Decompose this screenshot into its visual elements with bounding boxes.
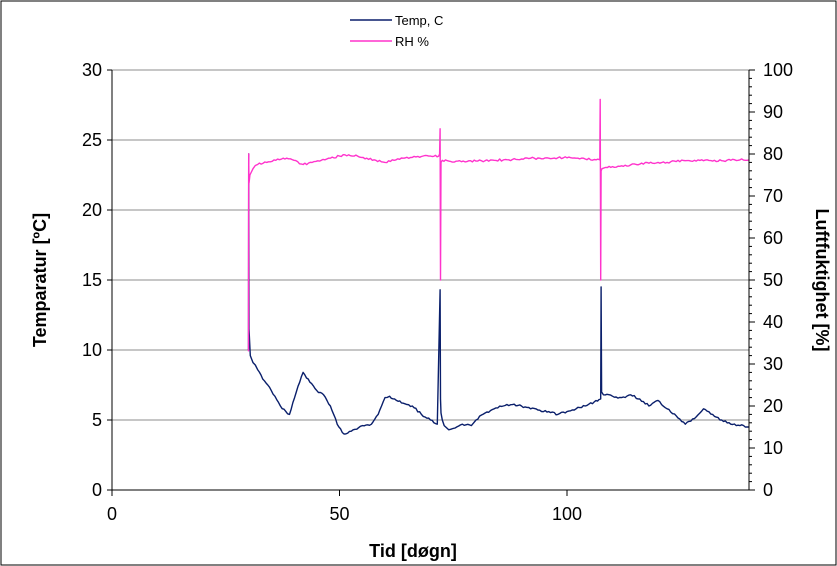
y-axis-right-title: Luftfuktighet [%] xyxy=(812,209,832,352)
x-axis-ticks: 0 50 100 xyxy=(107,490,582,524)
legend-label-rh: RH % xyxy=(395,34,429,49)
y-tick-label-4: 20 xyxy=(82,200,102,220)
legend: Temp, C RH % xyxy=(345,5,475,50)
series-line-1 xyxy=(247,98,750,352)
y2-tick-label-9: 90 xyxy=(763,102,783,122)
y2-tick-label-2: 20 xyxy=(763,396,783,416)
series-layer xyxy=(247,98,750,435)
y-tick-label-1: 5 xyxy=(92,410,102,430)
y-axis-right-ticks: 0 10 20 30 40 50 60 70 80 90 100 xyxy=(749,60,793,500)
y-tick-label-5: 25 xyxy=(82,130,102,150)
y-tick-label-0: 0 xyxy=(92,480,102,500)
y2-tick-label-10: 100 xyxy=(763,60,793,80)
y2-tick-label-6: 60 xyxy=(763,228,783,248)
gridlines xyxy=(112,69,749,421)
x-tick-label-0: 0 xyxy=(107,504,117,524)
x-tick-label-1: 50 xyxy=(329,504,349,524)
y2-tick-label-7: 70 xyxy=(763,186,783,206)
series-line-0 xyxy=(247,153,749,435)
y2-tick-label-3: 30 xyxy=(763,354,783,374)
y2-tick-label-8: 80 xyxy=(763,144,783,164)
x-axis-title: Tid [døgn] xyxy=(369,541,457,561)
y2-tick-label-4: 40 xyxy=(763,312,783,332)
legend-label-temp: Temp, C xyxy=(395,13,443,28)
y-tick-label-6: 30 xyxy=(82,60,102,80)
y-axis-left-ticks: 0 5 10 15 20 25 30 xyxy=(82,60,112,500)
x-tick-label-2: 100 xyxy=(552,504,582,524)
y2-tick-label-5: 50 xyxy=(763,270,783,290)
y2-tick-label-1: 10 xyxy=(763,438,783,458)
y-tick-label-3: 15 xyxy=(82,270,102,290)
y-tick-label-2: 10 xyxy=(82,340,102,360)
y-axis-left-title: Temparatur [ºC] xyxy=(30,213,50,347)
legend-box xyxy=(345,5,475,50)
y2-tick-label-0: 0 xyxy=(763,480,773,500)
